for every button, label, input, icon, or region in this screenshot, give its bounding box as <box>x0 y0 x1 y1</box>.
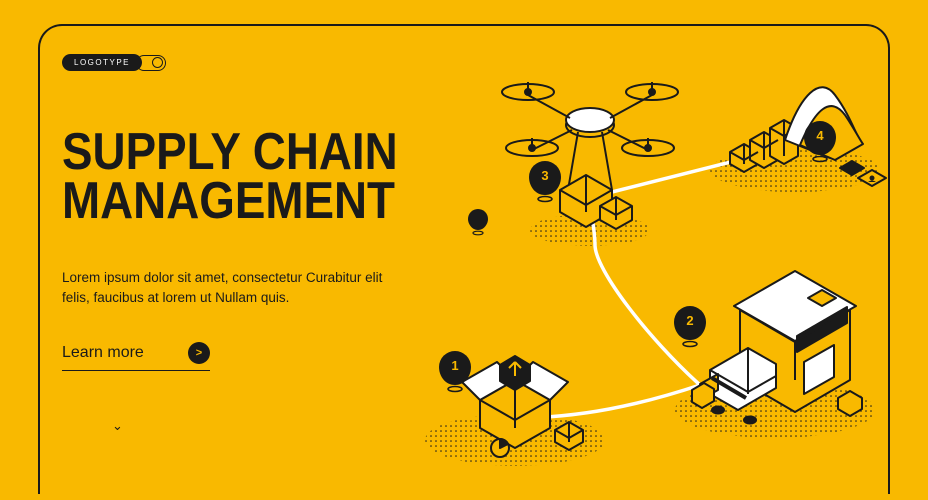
pin-3: 3 <box>529 161 561 202</box>
logotype: LOGOTYPE <box>62 54 166 71</box>
learn-more-link[interactable]: Learn more > <box>62 342 210 371</box>
pin-4-label: 4 <box>816 128 824 143</box>
pin-2: 2 <box>674 306 706 347</box>
logotype-toggle-icon <box>136 55 166 71</box>
headline-line2: MANAGEMENT <box>62 172 395 230</box>
pin-1-label: 1 <box>451 358 458 373</box>
chevron-right-icon: > <box>188 342 210 364</box>
cta-label: Learn more <box>62 344 144 362</box>
logotype-label: LOGOTYPE <box>62 54 142 71</box>
page-title: SUPPLY CHAIN MANAGEMENT <box>62 128 398 227</box>
pin-extra <box>468 209 488 235</box>
body-copy: Lorem ipsum dolor sit amet, consectetur … <box>62 268 392 307</box>
chevron-down-icon: ⌄ <box>112 418 123 434</box>
pin-2-label: 2 <box>686 313 693 328</box>
station-drone <box>502 82 678 229</box>
pin-3-label: 3 <box>541 168 548 183</box>
supply-chain-illustration: WAREHOUSE <box>400 40 900 470</box>
